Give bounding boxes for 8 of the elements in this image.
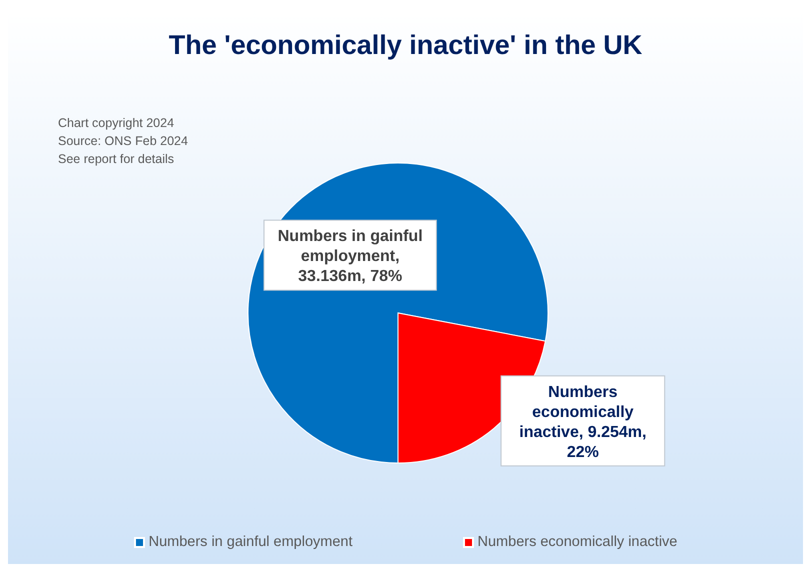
text: See report for details (58, 152, 174, 166)
legend-label: Numbers in gainful employment (148, 534, 353, 550)
data-label: Numbers economically inactive, 9.254m, 22% (519, 384, 646, 461)
source-note: Source: ONS Feb 2024 (58, 134, 188, 148)
chart-title: The 'economically inactive' in the UK (168, 30, 644, 61)
data-label: Numbers in gainful employment, 33.136m, 78% (278, 228, 423, 286)
legend-label: Numbers economically inactive (478, 534, 678, 550)
text: Chart copyright 2024 (58, 116, 174, 130)
